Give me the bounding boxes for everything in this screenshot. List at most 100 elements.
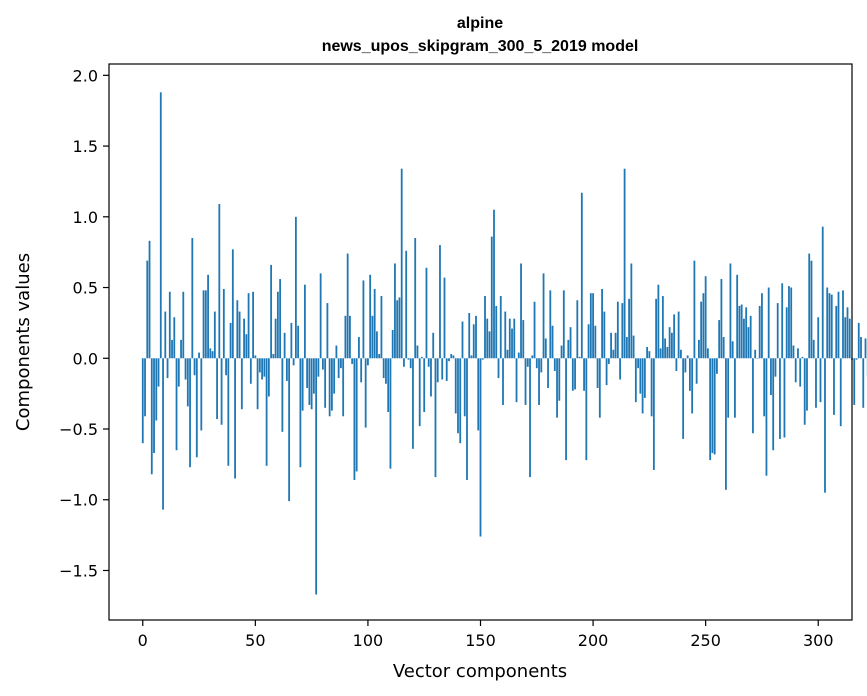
bar (457, 358, 459, 434)
bar (835, 305, 838, 359)
bar (729, 263, 732, 359)
bar (821, 226, 824, 359)
bar (731, 341, 734, 359)
bar (679, 349, 682, 359)
bar (294, 216, 297, 359)
bar (853, 358, 856, 405)
bar (675, 358, 678, 371)
bar (285, 358, 288, 381)
bar (279, 279, 282, 359)
bar (425, 267, 428, 359)
bar (315, 358, 318, 595)
bar (301, 358, 304, 411)
bar (700, 301, 703, 359)
bar (450, 354, 453, 359)
bar (779, 358, 781, 439)
bar (587, 324, 590, 359)
bar (254, 355, 257, 359)
bar (842, 290, 844, 359)
bar (515, 358, 518, 403)
bar (734, 358, 736, 418)
y-tick-label: 0.5 (73, 279, 98, 298)
bar (711, 358, 714, 454)
bar (529, 358, 531, 478)
bar (405, 250, 408, 359)
bar (727, 358, 730, 418)
bar (580, 192, 583, 359)
bar (182, 291, 185, 359)
bar (623, 168, 626, 359)
bar (722, 337, 725, 359)
bar (806, 358, 808, 411)
bar (707, 348, 709, 359)
bar (499, 296, 502, 359)
bar (321, 358, 324, 370)
bar (752, 358, 754, 434)
bar (634, 358, 637, 403)
bar (666, 346, 669, 359)
bar (538, 358, 540, 405)
bar (661, 296, 664, 359)
bar (792, 345, 795, 359)
bar (743, 318, 745, 359)
bar (808, 253, 811, 359)
bar (445, 358, 448, 381)
bar (209, 348, 212, 359)
bar (718, 320, 721, 359)
bar (340, 358, 342, 369)
bar (400, 168, 403, 359)
bar (772, 358, 775, 451)
bar (351, 358, 354, 364)
bar (240, 358, 243, 410)
bar (308, 358, 311, 405)
bar (630, 263, 633, 359)
bar (403, 358, 405, 367)
bar (585, 358, 588, 461)
bar (549, 290, 552, 359)
bar (195, 358, 198, 458)
x-tick-label: 250 (690, 631, 721, 650)
bar (833, 358, 835, 415)
bar (688, 358, 691, 391)
bar (391, 329, 394, 359)
bar (461, 321, 464, 359)
bar (540, 358, 543, 373)
bar (558, 358, 561, 401)
bar (441, 358, 444, 380)
chart-title: alpine (457, 15, 503, 32)
bar (207, 274, 209, 359)
bar (430, 358, 432, 397)
bar (788, 286, 790, 359)
bar (774, 358, 777, 377)
bar (517, 352, 520, 359)
bar (848, 318, 851, 359)
bar (204, 290, 207, 359)
bar (576, 300, 579, 359)
bar (380, 296, 383, 359)
bar (686, 355, 689, 359)
bar (342, 358, 345, 417)
bar (682, 358, 685, 439)
bar (533, 301, 536, 359)
bar (407, 358, 410, 360)
bar (542, 273, 545, 359)
bar (452, 355, 455, 359)
bar (263, 358, 266, 377)
bar (272, 354, 275, 359)
bar (227, 358, 230, 466)
x-axis-ticks: 0 50 100 150 200 250 300 (138, 620, 834, 650)
bar (418, 358, 421, 427)
bar (249, 358, 252, 384)
bar (758, 305, 761, 359)
bar (297, 325, 300, 359)
bar (186, 358, 189, 407)
bar (439, 245, 441, 359)
bar (544, 338, 547, 359)
bar (702, 293, 705, 359)
bar (754, 349, 757, 359)
bar (459, 358, 462, 444)
bar (815, 358, 817, 408)
y-tick-label: 1.0 (73, 208, 98, 227)
bar (225, 358, 227, 376)
bar (763, 358, 766, 417)
